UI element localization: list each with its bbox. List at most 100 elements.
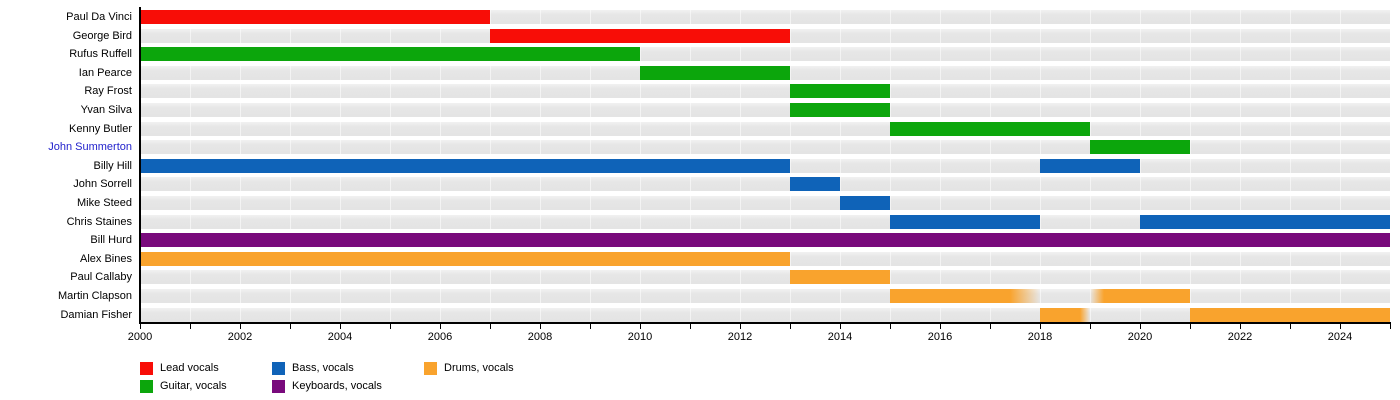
x-axis-tick xyxy=(1040,324,1041,329)
member-label-mike-steed: Mike Steed xyxy=(76,197,132,209)
year-gridline xyxy=(940,8,941,322)
x-axis-tick xyxy=(990,324,991,329)
timeline-bar-bass xyxy=(1040,158,1140,173)
member-label-martin-clapson: Martin Clapson xyxy=(58,290,132,302)
member-label-george-bird: George Bird xyxy=(72,29,132,42)
x-axis-tick xyxy=(1240,324,1241,329)
member-label-john-summerton[interactable]: John Summerton xyxy=(48,141,132,154)
x-axis-tick xyxy=(240,324,241,329)
x-axis-tick-label: 2016 xyxy=(927,331,953,343)
member-label-bill-hurd: Bill Hurd xyxy=(90,234,132,247)
legend-label-keyboards: Keyboards, vocals xyxy=(292,380,382,392)
legend-swatch-keyboards xyxy=(272,380,285,393)
x-axis-tick xyxy=(840,324,841,329)
year-gridline xyxy=(890,8,891,322)
year-gridline xyxy=(1340,8,1341,322)
member-label-alex-bines: Alex Bines xyxy=(80,252,132,265)
timeline-bar-bass xyxy=(140,158,790,173)
timeline-bar-drums xyxy=(890,289,1040,303)
year-gridline xyxy=(1240,8,1241,322)
x-axis-tick-label: 2008 xyxy=(527,331,553,343)
x-axis-tick-label: 2014 xyxy=(827,331,853,343)
timeline-bar-guitar xyxy=(1090,140,1190,155)
x-axis-tick-label: 2000 xyxy=(127,331,153,343)
legend-swatch-guitar xyxy=(140,380,153,393)
timeline-bar-guitar xyxy=(790,103,890,117)
x-axis-tick xyxy=(1090,324,1091,329)
legend-swatch-lead xyxy=(140,362,153,375)
timeline-bar-bass xyxy=(840,196,890,210)
x-axis-tick xyxy=(540,324,541,329)
x-axis-tick xyxy=(940,324,941,329)
timeline-bar-keyboards xyxy=(140,233,1390,248)
x-axis-tick xyxy=(640,324,641,329)
x-axis-tick-label: 2022 xyxy=(1227,331,1253,343)
timeline-track xyxy=(140,121,1390,136)
x-axis-tick xyxy=(1140,324,1141,329)
year-gridline xyxy=(990,8,991,322)
member-label-billy-hill: Billy Hill xyxy=(93,159,133,172)
timeline-track xyxy=(140,103,1390,117)
x-axis-tick xyxy=(490,324,491,329)
x-axis-tick xyxy=(140,324,141,329)
x-axis-line xyxy=(139,322,1391,324)
timeline-track xyxy=(140,140,1390,155)
timeline-bar-guitar xyxy=(140,47,640,62)
timeline-bar-drums xyxy=(790,270,890,285)
x-axis-tick xyxy=(740,324,741,329)
timeline-track xyxy=(140,177,1390,192)
x-axis-tick xyxy=(790,324,791,329)
year-gridline xyxy=(840,8,841,322)
timeline-bar-guitar xyxy=(640,65,790,80)
x-axis-tick xyxy=(1390,324,1391,329)
x-axis-tick xyxy=(390,324,391,329)
legend-label-lead: Lead vocals xyxy=(160,362,219,374)
timeline-track xyxy=(140,196,1390,210)
legend-swatch-drums xyxy=(424,362,437,375)
timeline-bar-guitar xyxy=(890,121,1090,136)
timeline-track xyxy=(140,289,1390,303)
timeline-track xyxy=(140,84,1390,99)
y-axis-line xyxy=(139,7,141,322)
x-axis-tick-label: 2010 xyxy=(627,331,653,343)
x-axis-tick-label: 2018 xyxy=(1027,331,1053,343)
member-label-ray-frost: Ray Frost xyxy=(84,85,132,98)
timeline-bar-drums xyxy=(1090,289,1190,303)
timeline-bar-lead xyxy=(490,28,790,43)
legend-swatch-bass xyxy=(272,362,285,375)
x-axis-tick-label: 2024 xyxy=(1327,331,1353,343)
timeline-bar-lead xyxy=(140,10,490,24)
timeline-bar-drums xyxy=(140,251,790,266)
year-gridline xyxy=(790,8,791,322)
x-axis-tick xyxy=(890,324,891,329)
x-axis-tick xyxy=(1290,324,1291,329)
x-axis-tick xyxy=(1190,324,1191,329)
member-label-chris-staines: Chris Staines xyxy=(66,215,132,228)
legend-label-bass: Bass, vocals xyxy=(292,362,354,374)
member-label-paul-da-vinci: Paul Da Vinci xyxy=(66,11,132,23)
timeline-bar-bass xyxy=(1140,214,1390,229)
x-axis-tick xyxy=(340,324,341,329)
timeline-track xyxy=(140,270,1390,285)
timeline-bar-drums xyxy=(1190,307,1390,322)
legend-label-drums: Drums, vocals xyxy=(444,362,514,374)
x-axis-tick xyxy=(1340,324,1341,329)
legend-label-guitar: Guitar, vocals xyxy=(160,380,227,392)
member-label-paul-callaby: Paul Callaby xyxy=(70,271,132,284)
x-axis-tick-label: 2002 xyxy=(227,331,253,343)
member-label-damian-fisher: Damian Fisher xyxy=(60,308,132,321)
x-axis-tick xyxy=(290,324,291,329)
x-axis-tick-label: 2006 xyxy=(427,331,453,343)
x-axis-tick-label: 2012 xyxy=(727,331,753,343)
member-label-rufus-ruffell: Rufus Ruffell xyxy=(69,48,132,61)
x-axis-tick xyxy=(690,324,691,329)
timeline-bar-bass xyxy=(890,214,1040,229)
x-axis-tick-label: 2004 xyxy=(327,331,353,343)
timeline-bar-drums xyxy=(1040,307,1090,322)
year-gridline xyxy=(1140,8,1141,322)
timeline-bar-guitar xyxy=(790,84,890,99)
year-gridline xyxy=(1290,8,1291,322)
member-label-yvan-silva: Yvan Silva xyxy=(80,104,132,116)
x-axis-tick-label: 2020 xyxy=(1127,331,1153,343)
